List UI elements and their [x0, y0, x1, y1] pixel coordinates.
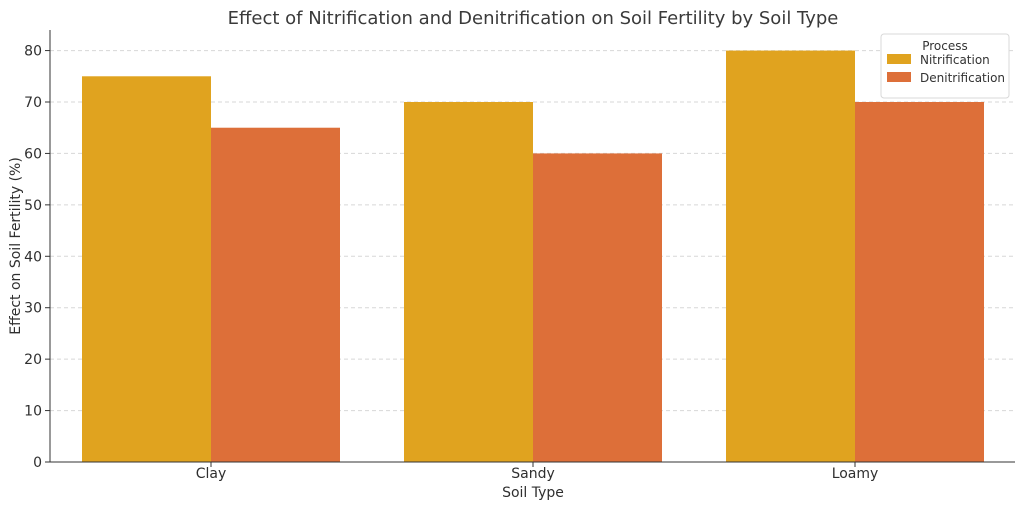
bar-denitrification-sandy — [533, 153, 662, 462]
y-tick-label: 30 — [24, 301, 42, 317]
legend-label-nitrification: Nitrification — [920, 53, 990, 67]
y-axis-label: Effect on Soil Fertility (%) — [8, 157, 24, 335]
y-tick-label: 60 — [24, 146, 42, 162]
bars-layer — [82, 50, 984, 463]
legend-box — [880, 33, 1010, 99]
bar-nitrification-sandy — [404, 102, 533, 462]
legend-swatch-nitrification — [887, 54, 911, 64]
y-tick-label: 40 — [24, 249, 42, 265]
legend: Process Nitrification Denitrification — [880, 33, 1010, 99]
bar-denitrification-clay — [211, 127, 340, 462]
x-tick-label: Loamy — [832, 466, 879, 482]
y-tick-label: 0 — [33, 455, 42, 471]
bar-nitrification-loamy — [726, 50, 855, 462]
y-tick-label: 80 — [24, 44, 42, 60]
legend-label-denitrification: Denitrification — [920, 71, 1005, 85]
x-axis-ticks: Clay Sandy Loamy — [196, 462, 879, 482]
x-tick-label: Sandy — [511, 466, 555, 482]
y-tick-label: 50 — [24, 198, 42, 214]
y-tick-label: 10 — [24, 404, 42, 420]
x-tick-label: Clay — [196, 466, 227, 482]
chart-title: Effect of Nitrification and Denitrificat… — [228, 8, 839, 29]
y-tick-label: 20 — [24, 352, 42, 368]
legend-swatch-denitrification — [887, 72, 911, 82]
legend-title: Process — [922, 39, 968, 53]
y-axis-ticks: 0 10 20 30 40 50 60 70 80 — [24, 44, 50, 471]
x-axis-label: Soil Type — [502, 485, 564, 501]
legend-items: Nitrification Denitrification — [887, 53, 1005, 85]
y-tick-label: 70 — [24, 95, 42, 111]
bar-denitrification-loamy — [855, 102, 984, 462]
bar-nitrification-clay — [82, 76, 211, 463]
